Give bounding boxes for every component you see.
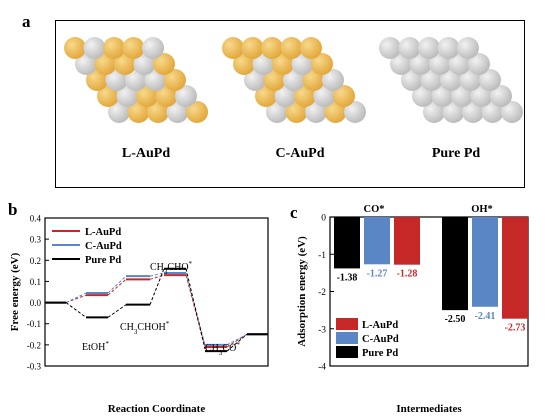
bar-value-label: -2.41 [475, 311, 496, 322]
pd-atom [437, 37, 460, 59]
y-tick-label: -0.1 [27, 319, 41, 329]
bar-value-label: -1.27 [367, 268, 388, 279]
au-atom [280, 37, 303, 59]
y-tick-label: 0.4 [30, 214, 42, 224]
model-label-c-aupd: C-AuPd [275, 146, 325, 161]
bar-value-label: -2.73 [505, 323, 526, 334]
y-tick-label: -0.3 [27, 362, 42, 372]
bar [472, 217, 498, 307]
model-label-l-aupd: L-AuPd [121, 146, 171, 161]
energy-connector [65, 302, 87, 318]
bar-value-label: -1.28 [397, 269, 418, 280]
energy-connector [226, 333, 248, 348]
legend-entry: Pure Pd [362, 348, 398, 359]
step-annotation: CH3CO* [205, 341, 240, 357]
energy-connector [149, 272, 165, 277]
y-tick-label: 0.1 [30, 277, 41, 287]
step-annotation: CH3CHOH* [120, 320, 170, 336]
pd-atom [175, 85, 197, 107]
legend-swatch [336, 332, 358, 344]
y-tick-label: -2 [318, 288, 326, 298]
legend-entry: C-AuPd [362, 334, 399, 345]
pd-atom [344, 101, 366, 123]
y-axis-label: Adsorption energy (eV) [296, 236, 308, 347]
pd-atom [457, 37, 479, 59]
y-tick-label: -1 [318, 251, 326, 261]
plot-frame [44, 217, 269, 367]
y-tick-label: -0.2 [27, 340, 41, 350]
au-atom [333, 85, 355, 107]
au-atom [164, 69, 186, 91]
pd-atom [142, 37, 164, 59]
y-tick-label: 0.2 [30, 256, 41, 266]
step-annotation: CH3CHO* [150, 260, 193, 276]
bar [502, 217, 528, 319]
model-label-pure-pd: Pure Pd [431, 146, 481, 161]
legend-entry: Pure Pd [85, 255, 121, 266]
panel-c-label: c [290, 203, 298, 222]
pd-atom [468, 53, 490, 75]
category-label: OH* [471, 204, 493, 215]
bar [364, 217, 390, 265]
bar [442, 217, 468, 311]
pd-atom [83, 37, 106, 59]
energy-connector [226, 333, 248, 352]
pd-atom [322, 69, 344, 91]
au-atom [122, 37, 145, 59]
au-atom [153, 53, 175, 75]
pd-atom [418, 37, 440, 59]
energy-connector [185, 268, 206, 350]
bar [334, 217, 360, 269]
y-tick-label: -3 [318, 325, 326, 335]
energy-connector [65, 294, 87, 304]
legend-entry: L-AuPd [362, 320, 398, 331]
legend-swatch [336, 318, 358, 330]
y-tick-label: 0 [321, 214, 326, 224]
bar-value-label: -2.50 [445, 314, 466, 325]
surface-models [64, 37, 523, 123]
x-axis-label: Intermediates [396, 403, 462, 415]
energy-connector [185, 274, 206, 348]
energy-connector [107, 278, 127, 296]
panel-a-frame [55, 20, 525, 188]
pd-atom [501, 101, 523, 123]
category-label: CO* [364, 204, 385, 215]
panel-b-label: b [8, 200, 18, 219]
y-tick-label: 0.3 [30, 235, 42, 245]
energy-connector [107, 304, 127, 318]
legend-entry: C-AuPd [85, 241, 122, 252]
energy-connector [226, 333, 248, 346]
bar [394, 217, 420, 265]
energy-connector [107, 275, 127, 294]
au-atom [64, 37, 86, 59]
energy-connector [65, 292, 87, 304]
legend-entry: L-AuPd [85, 227, 121, 238]
y-axis-label: Free energy (eV) [9, 252, 21, 331]
pd-atom [479, 69, 501, 91]
au-atom [311, 53, 333, 75]
au-atom [300, 37, 322, 59]
y-tick-label: -4 [318, 363, 326, 373]
au-atom [222, 37, 244, 59]
pd-atom [379, 37, 401, 59]
bar-value-label: -1.38 [337, 272, 358, 283]
au-atom [241, 37, 264, 59]
y-tick-label: 0.0 [30, 298, 42, 308]
pd-atom [398, 37, 421, 59]
pd-atom [490, 85, 512, 107]
panel-a-label: a [22, 12, 31, 31]
x-axis-label: Reaction Coordinate [108, 403, 206, 415]
au-atom [103, 37, 125, 59]
au-atom [261, 37, 283, 59]
energy-connector [149, 268, 165, 305]
au-atom [186, 101, 208, 123]
step-annotation: EtOH* [82, 340, 109, 353]
legend-swatch [336, 346, 358, 358]
